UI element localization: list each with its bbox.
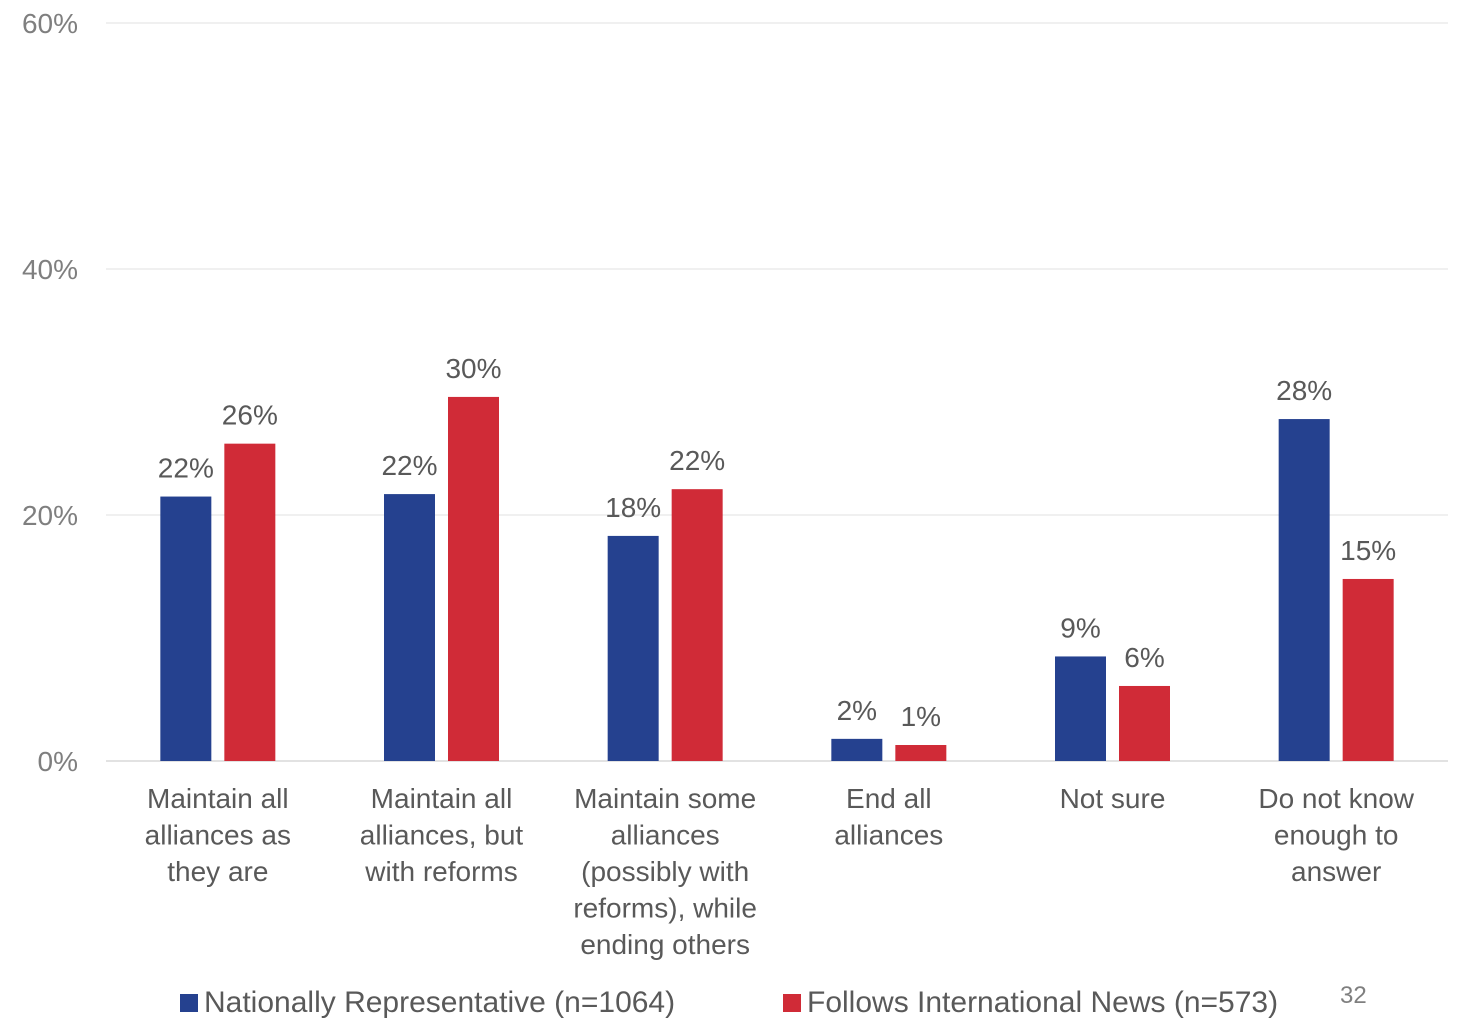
y-tick-label: 40% [22,254,78,285]
bar-series-1 [1055,656,1106,761]
category-label-line: Maintain all [147,783,289,814]
category-label: End all alliances [834,783,943,851]
category-label-line: enough to [1274,820,1399,851]
category-label-line: alliances [611,820,720,851]
bar-series-2 [1342,578,1394,761]
y-tick-label: 0% [38,746,78,777]
bar-chart: 0% 20% 40% 60% 22% 26% 22% 30% 18% 22% 2% 1% 9% 6% 28… [22,8,1448,960]
category-label-line: Do not know [1258,783,1414,814]
data-label: 22% [669,445,725,476]
data-label: 6% [1124,642,1164,673]
category-label: Maintain all alliances as they are [145,783,291,887]
bar-series-2 [1119,685,1170,761]
category-label-line: alliances as [145,820,291,851]
bar-series-2 [224,443,276,761]
legend-swatch-series-1 [180,994,198,1012]
legend-label-series-1: Nationally Representative (n=1064) [204,986,676,1019]
bar-series-1 [607,535,659,761]
data-label: 18% [605,492,661,523]
category-label-line: ending others [580,929,750,960]
data-label: 9% [1060,612,1100,643]
bars [160,396,1394,761]
data-label: 22% [158,453,214,484]
category-label: Maintain some alliances (possibly with refo… [573,783,757,960]
data-label: 26% [222,400,278,431]
legend-label-series-2: Follows International News (n=573) [807,986,1279,1019]
data-labels: 22% 26% 22% 30% 18% 22% 2% 1% 9% 6% 28% 15% [158,353,1396,732]
bar-series-1 [160,496,212,761]
category-label-line: Not sure [1060,783,1166,814]
category-label-line: alliances [834,820,943,851]
category-label-line: with reforms [364,856,517,887]
legend-swatch-series-2 [783,994,801,1012]
category-label-line: alliances, but [360,820,524,851]
page-number: 32 [1340,982,1367,1009]
gridlines [106,22,1448,762]
legend: Nationally Representative (n=1064) Follo… [0,980,1458,1020]
y-tick-label: 20% [22,500,78,531]
bar-series-1 [1278,419,1330,761]
category-label: Do not know enough to answer [1258,783,1414,887]
category-label-line: reforms), while [573,893,757,924]
data-label: 22% [381,450,437,481]
data-label: 28% [1276,375,1332,406]
bar-series-1 [384,494,435,761]
category-label-line: Maintain some [574,783,756,814]
category-label-line: End all [846,783,932,814]
y-axis-ticks: 0% 20% 40% 60% [22,8,78,777]
data-label: 30% [445,353,501,384]
bar-series-2 [448,396,499,761]
category-label: Not sure [1060,783,1166,814]
y-tick-label: 60% [22,8,78,39]
legend-item-series-1: Nationally Representative (n=1064) [180,986,675,1020]
category-label-line: (possibly with [581,856,749,887]
data-label: 15% [1340,535,1396,566]
category-label-line: they are [167,856,268,887]
x-axis-categories: Maintain all alliances as they areMaintain… [145,783,1415,960]
data-label: 1% [901,701,941,732]
bar-series-2 [671,489,723,761]
category-label-line: answer [1291,856,1381,887]
bar-series-2 [895,745,947,761]
legend-item-series-2: Follows International News (n=573) [783,986,1278,1020]
data-label: 2% [837,695,877,726]
category-label: Maintain all alliances, but with reforms [360,783,524,887]
bar-series-1 [831,738,883,761]
category-label-line: Maintain all [371,783,513,814]
